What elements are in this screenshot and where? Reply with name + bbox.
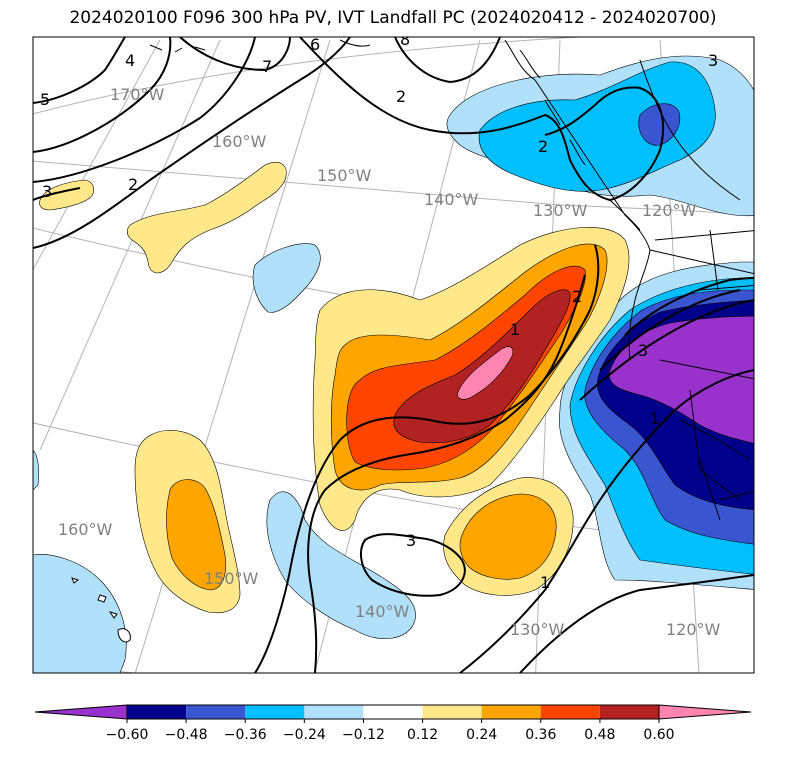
lon-label: 120°W [666, 620, 721, 639]
colorbar-extend-min [34, 704, 128, 720]
map-title: 2024020100 F096 300 hPa PV, IVT Landfall… [69, 8, 717, 28]
colorbar-segment [245, 705, 305, 719]
fill-pos-0-60-main [457, 346, 514, 400]
contour-3-loop [359, 533, 466, 597]
lon-label: 130°W [510, 620, 565, 639]
contour-label: 7 [262, 57, 272, 76]
contour-labels: 5 4 7 8 6 3 2 2 2 1 2 3 1 3 3 1 [40, 30, 718, 592]
contour-label: 3 [708, 51, 718, 70]
contours [33, 37, 754, 673]
map-frame [32, 36, 755, 674]
colorbar-tick-label: −0.36 [224, 727, 267, 743]
fill-neg-0-36-north [638, 103, 681, 146]
contour-1-ne [579, 299, 754, 401]
positive-pv-fills [39, 161, 630, 614]
fill-pos-0-12-nw [39, 179, 94, 211]
contour-label: 1 [510, 320, 520, 339]
colorbar-segment [363, 705, 423, 719]
fill-neg-0-12-island [252, 243, 321, 313]
colorbar: −0.60 −0.48 −0.36 −0.24 −0.12 0.12 0.24 0.36 0.4… [34, 704, 752, 743]
contour-label: 1 [650, 409, 660, 428]
colorbar-segment [186, 705, 246, 719]
colorbar-tick-label: 0.48 [584, 727, 615, 743]
lon-label: 140°W [355, 602, 410, 621]
contour-2-south [254, 244, 600, 673]
islands [71, 577, 131, 643]
contour-label: 2 [128, 175, 138, 194]
lon-label: 160°W [212, 132, 267, 151]
contour-label: 2 [538, 137, 548, 156]
coastlines [149, 39, 754, 521]
colorbar-extend-max [658, 704, 752, 720]
lon-label: 160°W [58, 520, 113, 539]
colorbar-outline [126, 704, 660, 720]
map-area: 5 4 7 8 6 3 2 2 2 1 2 3 1 3 3 1 170°W 16… [33, 30, 754, 673]
contour-1 [307, 274, 586, 673]
colorbar-segment [422, 705, 482, 719]
colorbar-segment [304, 705, 364, 719]
contour-label: 5 [40, 90, 50, 109]
lon-label: 140°W [424, 190, 479, 209]
fill-neg-0-12-sw [266, 491, 416, 639]
fill-neg-0-12-edge [33, 449, 40, 491]
contour-2-north [33, 37, 351, 249]
colorbar-tick-label: 0.12 [407, 727, 438, 743]
fill-pos-0-24-south [459, 493, 557, 580]
colorbar-tick-label: 0.60 [643, 727, 674, 743]
contour-3-west [33, 187, 81, 201]
contour-label: 4 [125, 51, 135, 70]
colorbar-segment [481, 705, 541, 719]
colorbar-segment [599, 705, 659, 719]
lon-label: 170°W [110, 85, 165, 104]
colorbar-segment [127, 705, 187, 719]
fill-neg-0-12-corner [33, 554, 127, 673]
contour-label: 3 [42, 182, 52, 201]
fill-pos-0-24-west [166, 479, 227, 591]
contour-1-east [459, 369, 754, 673]
fill-pos-0-12-wavy [126, 161, 287, 274]
contour-3-ne [624, 277, 754, 336]
contour-7 [179, 37, 291, 72]
contour-4 [33, 37, 172, 153]
contour-label: 1 [540, 573, 550, 592]
colorbar-tick-label: −0.12 [342, 727, 385, 743]
lon-label: 150°W [204, 569, 259, 588]
contour-label: 6 [310, 35, 320, 54]
contour-2-ne [599, 289, 741, 371]
colorbar-tick-label: 0.24 [466, 727, 497, 743]
colorbar-tick-label: −0.24 [283, 727, 326, 743]
colorbar-tick-label: −0.48 [165, 727, 208, 743]
contour-label: 2 [396, 87, 406, 106]
contour-2-high [299, 37, 665, 202]
contour-6 [33, 37, 256, 183]
colorbar-tick-label: 0.36 [525, 727, 556, 743]
lon-label: 150°W [317, 166, 372, 185]
lon-label: 120°W [642, 201, 697, 220]
colorbar-segment [540, 705, 600, 719]
colorbar-tick-label: −0.60 [106, 727, 149, 743]
contour-label: 3 [406, 531, 416, 550]
lon-label: 130°W [533, 201, 588, 220]
contour-8 [394, 37, 501, 84]
longitude-labels: 170°W 160°W 150°W 140°W 130°W 120°W 160°… [58, 85, 721, 639]
contour-3-east [519, 574, 754, 673]
contour-label: 2 [572, 287, 582, 306]
contour-label: 8 [400, 30, 410, 49]
contour-label: 3 [638, 341, 648, 360]
contour-5 [33, 37, 126, 104]
